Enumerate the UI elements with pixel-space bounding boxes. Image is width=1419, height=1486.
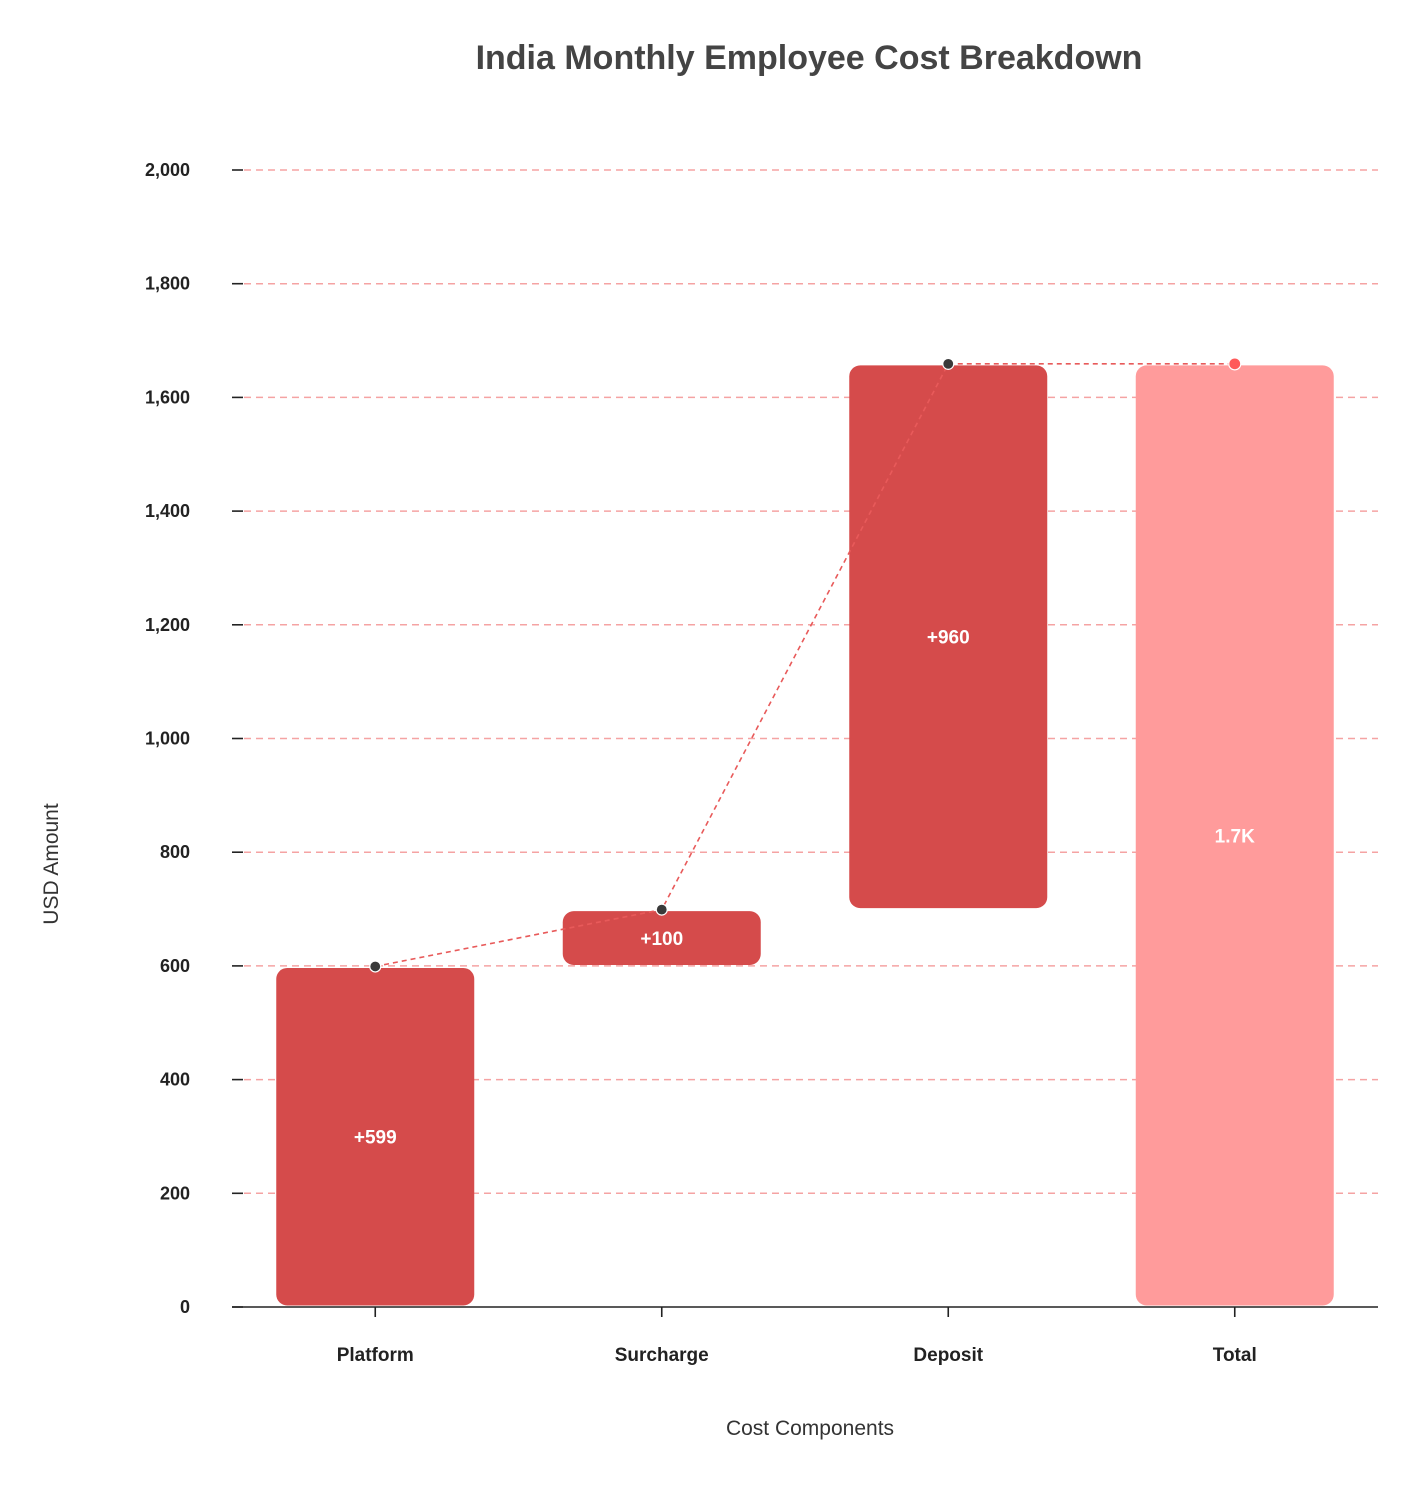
connector-marker xyxy=(655,903,668,916)
bar-deposit xyxy=(849,365,1048,909)
y-tick-label: 2,000 xyxy=(145,160,190,180)
y-tick-label: 1,800 xyxy=(145,274,190,294)
x-tick-label: Deposit xyxy=(913,1345,983,1366)
bar-value-label: +960 xyxy=(927,628,970,649)
connector-marker xyxy=(1228,357,1242,371)
axis-layer: 0 200 400 600 800 1,000 1,200 1,400 1,600 1,800 2,… xyxy=(145,160,1378,1366)
x-tick-label: Platform xyxy=(337,1345,414,1366)
bar-platform xyxy=(276,967,475,1306)
bar-value-label: +100 xyxy=(640,929,683,950)
x-tick-label: Surcharge xyxy=(615,1345,709,1366)
connector-line xyxy=(375,363,1235,968)
connector-marker xyxy=(369,960,382,973)
y-tick-label: 0 xyxy=(180,1297,190,1317)
bars-layer xyxy=(276,365,1334,1306)
bar-value-label: +599 xyxy=(354,1128,397,1149)
y-tick-label: 200 xyxy=(160,1183,190,1203)
y-tick-label: 1,400 xyxy=(145,501,190,521)
x-axis-title: Cost Components xyxy=(726,1417,894,1440)
chart-title: India Monthly Employee Cost Breakdown xyxy=(476,39,1143,77)
y-axis-title: USD Amount xyxy=(40,803,63,925)
connector-layer xyxy=(369,357,1242,973)
bar-value-label: 1.7K xyxy=(1215,826,1255,847)
y-tick-label: 800 xyxy=(160,842,190,862)
labels-layer: +599 +100 +960 1.7K xyxy=(354,628,1255,1149)
x-tick-label: Total xyxy=(1213,1345,1257,1366)
connector-marker xyxy=(942,357,955,370)
y-tick-label: 1,000 xyxy=(145,729,190,749)
y-tick-label: 1,600 xyxy=(145,387,190,407)
bar-total xyxy=(1135,365,1334,1306)
bar-surcharge xyxy=(562,911,761,965)
y-tick-label: 1,200 xyxy=(145,615,190,635)
y-tick-label: 400 xyxy=(160,1070,190,1090)
y-tick-label: 600 xyxy=(160,956,190,976)
